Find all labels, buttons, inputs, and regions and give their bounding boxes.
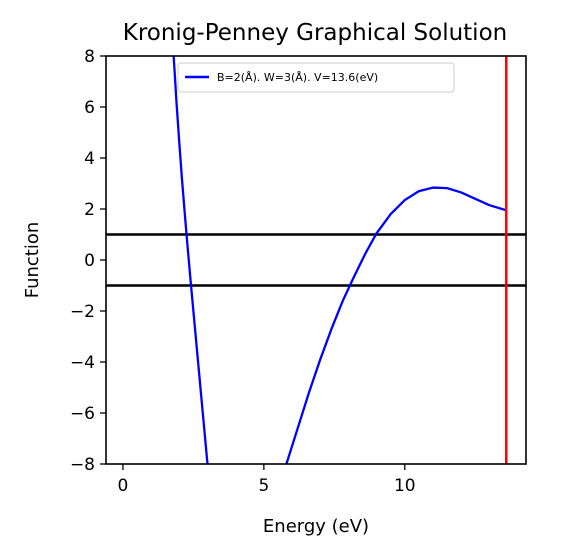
chart-title: Kronig-Penney Graphical Solution	[123, 20, 507, 46]
y-tick-label: −2	[70, 302, 95, 322]
y-tick-label: 6	[84, 98, 95, 118]
y-ticks: −8 −6 −4 −2 0 2 4 6 8	[70, 47, 106, 475]
x-axis-label: Energy (eV)	[263, 516, 369, 537]
plot-frame	[105, 55, 527, 465]
legend-box	[177, 62, 455, 93]
x-tick-label: 10	[394, 476, 416, 496]
x-tick-label: 0	[117, 476, 128, 496]
series-line-segment-2	[285, 186, 507, 464]
legend: B=2(Å). W=3(Å). V=13.6(eV)	[177, 62, 455, 93]
y-tick-label: −8	[70, 455, 95, 475]
y-tick-label: 2	[84, 200, 95, 220]
y-tick-label: 8	[84, 47, 95, 67]
legend-entry: B=2(Å). W=3(Å). V=13.6(eV)	[217, 71, 378, 84]
y-axis-label: Function	[22, 222, 43, 299]
x-ticks: 0 5 10	[117, 464, 416, 496]
series-line-segment-1	[172, 56, 209, 464]
y-tick-label: −4	[70, 353, 95, 373]
y-tick-label: 0	[84, 251, 95, 271]
plot-content	[106, 56, 526, 464]
y-tick-label: −6	[70, 404, 95, 424]
x-tick-label: 5	[258, 476, 269, 496]
y-tick-label: 4	[84, 149, 95, 169]
